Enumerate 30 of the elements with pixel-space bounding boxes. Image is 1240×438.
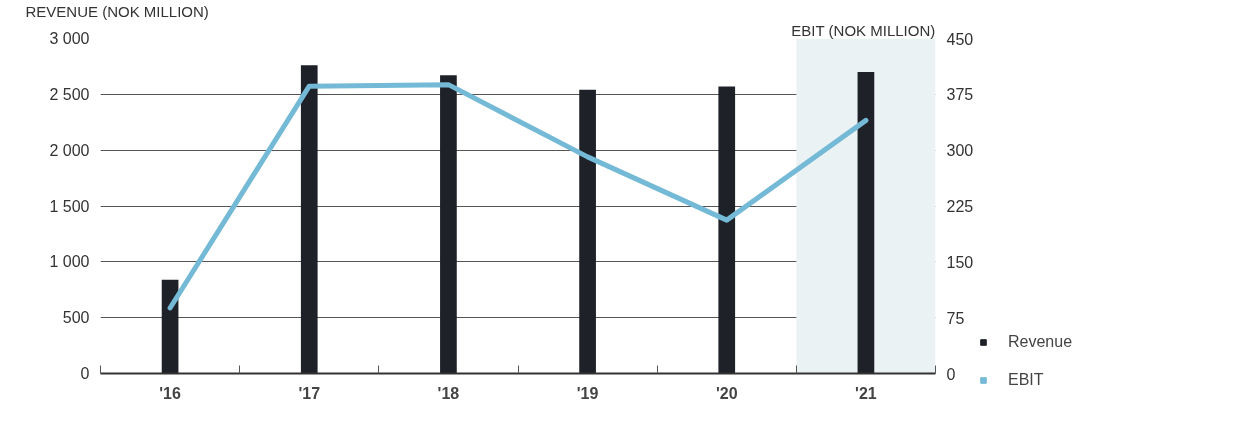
bar (300, 65, 318, 374)
x-tick-label: '20 (715, 384, 738, 402)
bar (579, 89, 596, 374)
y2-tick-label: 75 (946, 309, 965, 327)
y-tick-label: 1 500 (49, 197, 90, 215)
bar (440, 75, 457, 374)
y2-tick-label: 225 (946, 198, 974, 215)
y-axis-title: REVENUE (NOK MILLION) (25, 2, 209, 20)
y-tick-label: 1 000 (49, 253, 90, 271)
y2-tick-label: 0 (946, 365, 956, 383)
y-tick-label: 0 (80, 365, 90, 382)
x-tick-label: '18 (437, 384, 460, 402)
bar (161, 279, 179, 374)
y-tick-label: 2 500 (49, 85, 90, 103)
y2-tick-label: 450 (946, 30, 974, 48)
x-tick-label: '16 (159, 384, 181, 402)
bar (857, 72, 875, 374)
legend-label: EBIT (1008, 371, 1044, 389)
x-tick-label: '21 (855, 384, 877, 402)
y2-tick-label: 150 (946, 253, 974, 271)
x-tick-label: '17 (298, 384, 321, 402)
y2-tick-label: 375 (946, 86, 974, 104)
y-tick-label: 2 000 (49, 141, 90, 159)
bar (718, 86, 736, 374)
y2-tick-label: 300 (946, 142, 974, 160)
y-tick-label: 500 (62, 309, 90, 327)
x-tick-label: '19 (576, 384, 599, 402)
y-tick-label: 3 000 (49, 30, 90, 47)
y2-axis-title: EBIT (NOK MILLION) (791, 21, 936, 39)
legend-label: Revenue (1008, 333, 1073, 351)
